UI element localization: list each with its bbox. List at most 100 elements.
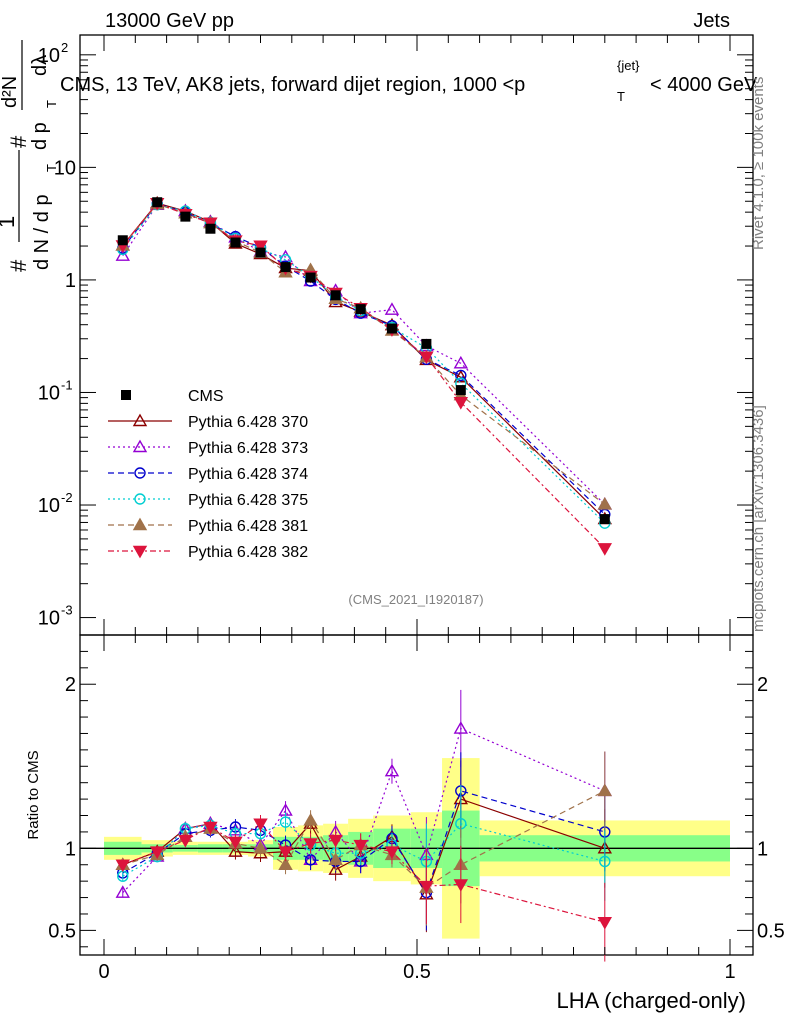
ratio-y-tick-label-right: 0.5 — [757, 920, 785, 942]
series-point-main — [455, 369, 467, 382]
cms-point — [230, 237, 241, 248]
cms-point — [355, 304, 366, 315]
main-y-tick-exponent: -2 — [61, 490, 73, 505]
legend-label: Pythia 6.428 375 — [188, 492, 308, 509]
series-point-ratio — [599, 855, 611, 868]
legend-label: Pythia 6.428 370 — [188, 414, 308, 431]
series-point-ratio — [328, 862, 343, 875]
legend-marker — [132, 545, 148, 559]
title-tail: < 4000 GeV — [650, 74, 758, 96]
legend-label: Pythia 6.428 373 — [188, 440, 308, 457]
main-y-tick-label: 10 — [54, 157, 76, 179]
x-tick-label: 0 — [98, 961, 109, 983]
ylabel-t2: T — [44, 100, 59, 108]
main-y-tick-exponent: -1 — [61, 377, 73, 392]
legend-marker — [132, 413, 148, 427]
series-point-main — [203, 217, 218, 231]
ylabel-d2n: d²N — [0, 76, 21, 108]
series-point-main — [253, 240, 268, 254]
legend-marker — [132, 517, 148, 531]
series-point-main — [453, 369, 469, 383]
cms-point — [330, 290, 341, 301]
series-point-ratio — [353, 839, 368, 853]
series-point-ratio — [453, 879, 469, 892]
series-layer — [115, 195, 613, 962]
main-y-tick-label: 1 — [65, 270, 76, 292]
ylabel-one: 1 — [0, 216, 19, 228]
series-point-ratio — [597, 916, 613, 930]
series-point-ratio — [328, 834, 343, 848]
cms-point — [599, 514, 610, 525]
legend-label-cms: CMS — [188, 388, 224, 405]
series-point-ratio — [303, 813, 318, 826]
plot-title: CMS, 13 TeV, AK8 jets, forward dijet reg… — [60, 58, 758, 104]
series-point-ratio — [328, 852, 343, 866]
cms-point — [455, 385, 466, 396]
cms-point — [305, 272, 316, 283]
series-point-ratio — [597, 783, 613, 797]
ratio-y-tick-label-left: 0.5 — [48, 920, 76, 942]
series-point-ratio — [228, 836, 243, 850]
series-line-ratio — [122, 821, 605, 877]
ratio-y-tick-label-left: 2 — [65, 674, 76, 696]
main-y-tick-label: 10 — [38, 608, 60, 630]
series-point-ratio — [279, 816, 292, 828]
series-point-ratio — [178, 834, 193, 848]
legend-marker — [132, 439, 148, 453]
main-y-tick-label: 10 — [38, 495, 60, 517]
title-main: CMS, 13 TeV, AK8 jets, forward dijet reg… — [60, 74, 525, 96]
ratio-y-label: Ratio to CMS — [25, 750, 42, 839]
series-point-main — [453, 397, 469, 410]
series-point-ratio — [278, 846, 293, 860]
cms-point — [280, 262, 291, 273]
x-tick-label: 0.5 — [403, 961, 431, 983]
series-point-main — [453, 355, 469, 369]
cms-point — [255, 247, 266, 258]
cms-point — [205, 223, 216, 234]
series-point-main — [419, 351, 434, 365]
series-line-ratio — [122, 727, 606, 894]
ylabel-hash1: # — [6, 259, 31, 272]
series-line-main — [122, 204, 606, 524]
main-y-axis-label: # 1 d N / d p T # d²N d p T dλ — [0, 40, 59, 272]
series-point-ratio — [303, 838, 318, 851]
ratio-y-tick-label-right: 1 — [757, 838, 768, 860]
ylabel-t: T — [44, 164, 59, 172]
series-point-ratio — [253, 818, 268, 832]
legend-marker-cms — [121, 390, 131, 400]
series-point-ratio — [203, 821, 218, 835]
ratio-y-tick-label-left: 1 — [65, 838, 76, 860]
series-point-ratio — [278, 857, 293, 870]
cms-point — [152, 197, 163, 208]
series-point-main — [597, 543, 613, 556]
cms-point — [180, 211, 191, 222]
rivet-version: Rivet 4.1.0, ≥ 100k events — [750, 77, 767, 250]
series-line-ratio — [122, 790, 605, 895]
main-y-tick-exponent: 2 — [61, 40, 68, 55]
series-point-ratio — [384, 846, 400, 860]
mcplots-credit: mcplots.cern.ch [arXiv:1306.3436] — [750, 405, 767, 632]
ylabel-dl: dλ — [29, 55, 51, 76]
header-left: 13000 GeV pp — [105, 10, 234, 32]
legend-label: Pythia 6.428 374 — [188, 466, 308, 483]
cms-point — [117, 235, 128, 246]
header-right: Jets — [693, 10, 730, 32]
cms-point — [421, 338, 432, 349]
main-y-tick-label: 10 — [38, 45, 60, 67]
cms-data — [117, 197, 610, 525]
series-point-ratio — [115, 885, 130, 898]
main-y-tick-exponent: -3 — [61, 603, 73, 618]
ylabel-dpt: d p — [29, 122, 51, 150]
series-point-main — [384, 302, 400, 315]
legend-label: Pythia 6.428 381 — [188, 518, 308, 535]
series-point-ratio — [253, 840, 268, 854]
legend-marker — [134, 467, 146, 479]
legend-marker — [134, 493, 146, 505]
main-y-tick-label: 10 — [38, 382, 60, 404]
title-sub: T — [617, 89, 625, 104]
x-axis-label: LHA (charged-only) — [556, 988, 746, 1013]
analysis-tag: (CMS_2021_I1920187) — [348, 592, 483, 607]
series-point-ratio — [384, 763, 400, 777]
